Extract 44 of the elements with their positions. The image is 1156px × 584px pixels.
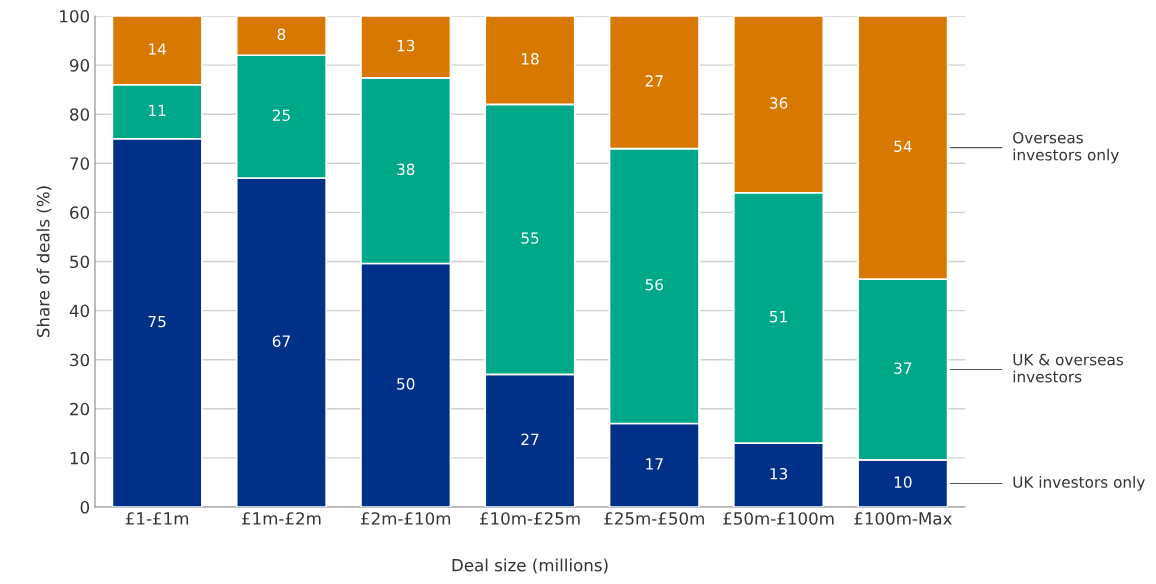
data-label: 13 <box>770 467 788 480</box>
data-label: 67 <box>272 335 290 347</box>
y-tick-label: 0 <box>80 500 90 514</box>
x-tick-label: £25m-£50m <box>604 512 704 525</box>
y-tick-label: 100 <box>60 9 90 23</box>
data-label: 36 <box>770 97 788 109</box>
data-label: 25 <box>272 109 290 122</box>
x-tick-label: £50m-£100m <box>723 512 834 525</box>
y-tick-label: 20 <box>70 402 90 416</box>
y-tick-label: 60 <box>70 206 90 219</box>
data-label: 10 <box>894 476 912 488</box>
y-tick-label: 10 <box>70 451 90 465</box>
text: UK & overseas investors <box>1013 353 1124 383</box>
y-tick-label: 30 <box>70 353 90 367</box>
data-label: 13 <box>397 39 415 52</box>
y-axis-title: Share of deals (%) <box>36 186 52 338</box>
data-label: 54 <box>894 140 912 153</box>
data-label: 37 <box>894 362 912 374</box>
data-label: 27 <box>645 75 663 87</box>
data-label: 51 <box>770 311 787 323</box>
y-tick-label: 50 <box>70 255 90 269</box>
data-label: 14 <box>149 43 167 55</box>
x-tick-label: £1-£1m <box>125 512 189 525</box>
y-tick-label: 70 <box>70 157 90 170</box>
data-label: 38 <box>397 163 415 176</box>
text: Overseas investors only <box>1013 131 1119 164</box>
data-label: 75 <box>148 315 166 328</box>
text: UK investors only <box>1013 476 1145 491</box>
x-tick-label: £100m-Max <box>854 512 952 525</box>
x-tick-label: £2m-£10m <box>361 512 451 525</box>
data-label: 11 <box>149 104 166 116</box>
y-tick-label: 80 <box>70 108 90 121</box>
data-label: 55 <box>521 232 539 244</box>
data-label: 50 <box>397 378 415 390</box>
data-label: 56 <box>645 278 664 291</box>
data-label: 18 <box>521 53 539 65</box>
data-label: 8 <box>277 28 286 41</box>
y-tick-label: 90 <box>69 59 90 72</box>
data-label: 17 <box>646 458 663 470</box>
data-label: 27 <box>521 433 539 445</box>
y-tick-label: 40 <box>69 304 90 318</box>
x-tick-label: £10m-£25m <box>480 512 580 525</box>
x-tick-label: £1m-£2m <box>242 512 321 525</box>
x-axis-title: Deal size (millions) <box>452 558 608 574</box>
